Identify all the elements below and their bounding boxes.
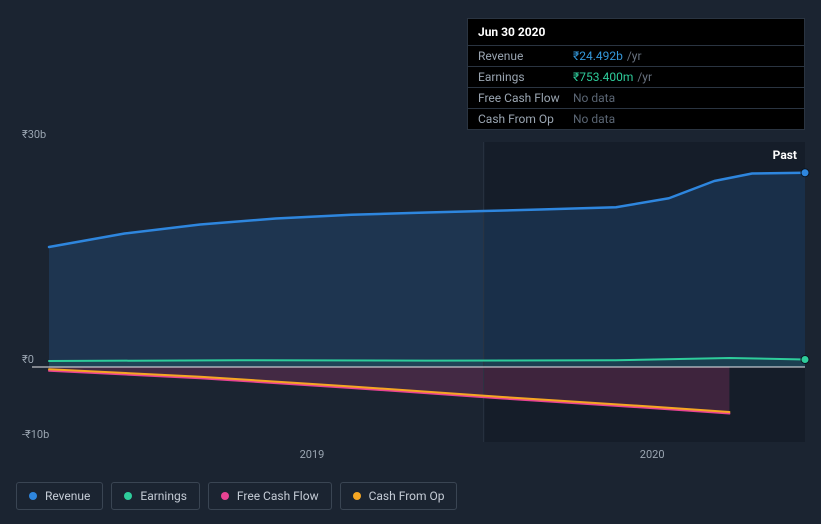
legend-item[interactable]: Free Cash Flow (208, 482, 332, 510)
legend-label: Revenue (45, 489, 90, 503)
tooltip-row-value: ₹753.400m (573, 70, 633, 84)
legend-item[interactable]: Earnings (111, 482, 200, 510)
past-label: Past (773, 148, 797, 162)
y-axis-label: -₹10b (22, 428, 49, 441)
chart-legend: Revenue Earnings Free Cash Flow Cash From O… (16, 482, 457, 510)
tooltip-date: Jun 30 2020 (468, 19, 804, 46)
tooltip-row-label: Revenue (478, 49, 573, 63)
tooltip-row-value: No data (573, 91, 615, 105)
x-axis-label: 2019 (300, 448, 325, 461)
legend-item[interactable]: Cash From Op (340, 482, 458, 510)
tooltip-row-value: ₹24.492b (573, 49, 623, 63)
x-axis-label: 2020 (640, 448, 665, 461)
legend-label: Earnings (140, 489, 187, 503)
legend-item[interactable]: Revenue (16, 482, 103, 510)
tooltip-row: Earnings₹753.400m/yr (468, 67, 804, 88)
legend-label: Free Cash Flow (237, 489, 319, 503)
tooltip-row-label: Cash From Op (478, 112, 573, 126)
tooltip-row-unit: /yr (627, 49, 642, 63)
tooltip-row: Cash From OpNo data (468, 109, 804, 129)
legend-dot-icon (353, 492, 361, 500)
y-axis-label: ₹0 (22, 353, 34, 366)
y-axis-label: ₹30b (22, 128, 46, 141)
legend-dot-icon (124, 492, 132, 500)
tooltip-row-label: Earnings (478, 70, 573, 84)
tooltip-row-label: Free Cash Flow (478, 91, 573, 105)
tooltip-row: Free Cash FlowNo data (468, 88, 804, 109)
tooltip-row: Revenue₹24.492b/yr (468, 46, 804, 67)
chart-tooltip: Jun 30 2020 Revenue₹24.492b/yrEarnings₹7… (467, 18, 805, 130)
tooltip-row-value: No data (573, 112, 615, 126)
legend-dot-icon (221, 492, 229, 500)
tooltip-row-unit: /yr (637, 70, 652, 84)
legend-label: Cash From Op (369, 489, 445, 503)
legend-dot-icon (29, 492, 37, 500)
